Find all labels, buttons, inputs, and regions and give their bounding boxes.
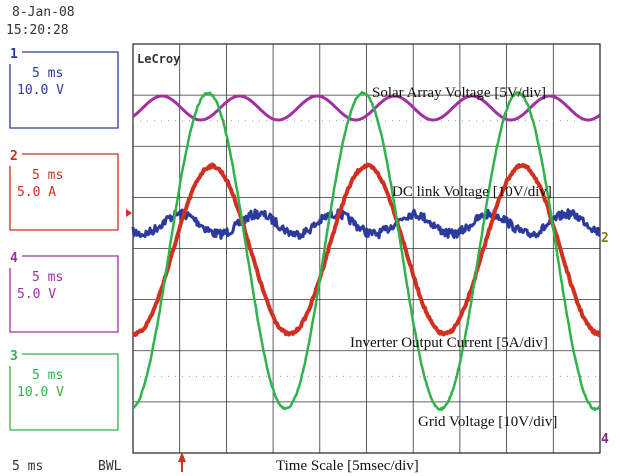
channel-scale: 5.0 V [17, 287, 56, 302]
date: 8-Jan-08 [12, 5, 75, 20]
trace-label: Grid Voltage [10V/div] [418, 414, 557, 430]
channel-number: 4 [10, 251, 18, 266]
offset-marker [126, 209, 132, 217]
bwl: BWL [98, 459, 122, 474]
trace-label: Solar Array Voltage [5V/div] [372, 85, 546, 101]
graticule [133, 44, 600, 453]
trace-label: DC link Voltage [10V/div] [392, 184, 552, 200]
oscilloscope-screenshot: 8-Jan-08 15:20:28 LeCroy Solar Array Vol… [0, 0, 620, 476]
channel-marker: 2 [601, 231, 609, 246]
channel-timebase: 5 ms [32, 168, 63, 183]
channel-number: 1 [10, 47, 18, 62]
channel-timebase: 5 ms [32, 66, 63, 81]
caption: Time Scale [5msec/div] [276, 458, 419, 474]
channel-marker: 4 [601, 432, 609, 447]
channel-scale: 10.0 V [17, 83, 64, 98]
brand: LeCroy [137, 52, 180, 66]
footer-timebase: 5 ms [12, 459, 43, 474]
channel-panels: 1 5 ms 10.0 V 2 5 ms 5.0 A 4 5 ms 5.0 V 3 5 ms 10.0… [10, 47, 118, 430]
channel-scale: 5.0 A [17, 185, 56, 200]
channel-number: 3 [10, 349, 18, 364]
channel-timebase: 5 ms [32, 368, 63, 383]
time: 15:20:28 [6, 23, 69, 38]
channel-number: 2 [10, 149, 18, 164]
channel-scale: 10.0 V [17, 385, 64, 400]
channel-timebase: 5 ms [32, 270, 63, 285]
trace-label: Inverter Output Current [5A/div] [350, 335, 548, 351]
